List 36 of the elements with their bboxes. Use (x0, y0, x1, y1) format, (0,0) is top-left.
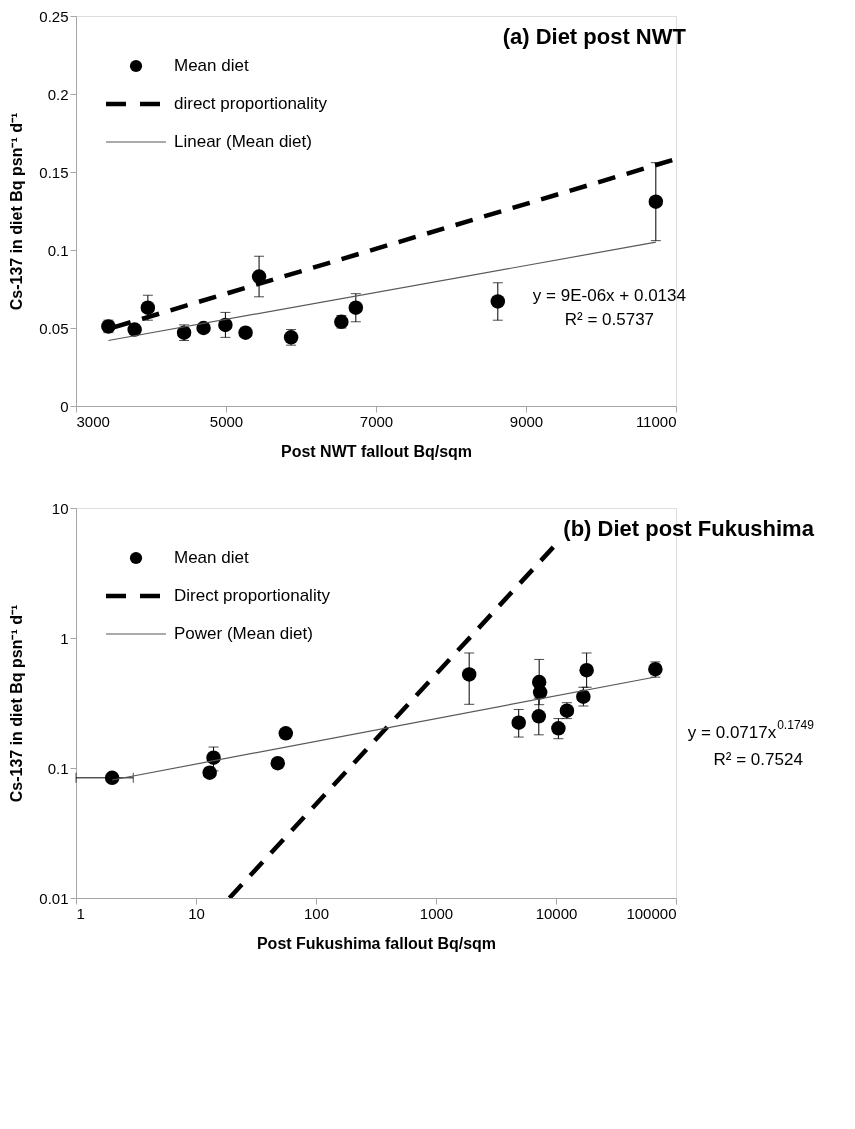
legend-label: Mean diet (174, 56, 249, 75)
x-tick-label: 1 (76, 904, 85, 922)
y-tick-label: 0.15 (39, 163, 69, 181)
annotation: R² = 0.5737 (564, 310, 655, 330)
x-axis-title: Post NWT fallout Bq/sqm (280, 442, 473, 460)
chart-title: (a) Diet post NWT (502, 24, 687, 49)
x-tick-label: 3000 (76, 412, 110, 430)
legend-label: direct proportionality (174, 94, 328, 113)
y-tick-label: 0.01 (39, 889, 69, 907)
legend-label: Mean diet (174, 548, 249, 567)
y-tick-label: 0.05 (39, 319, 69, 337)
annotation: y = 9E-06x + 0.0134 (532, 286, 686, 306)
x-tick-label: 7000 (359, 412, 394, 430)
x-tick-label: 5000 (209, 412, 244, 430)
y-tick-label: 10 (51, 499, 69, 517)
y-axis-title: Cs-137 in diet Bq psn⁻¹ d⁻¹ (8, 604, 26, 803)
legend-label: Power (Mean diet) (174, 624, 313, 643)
x-tick-label: 9000 (509, 412, 544, 430)
y-tick-label: 0.1 (47, 241, 69, 259)
y-tick-label: 0.1 (47, 759, 69, 777)
text: R² = 0.7524 (713, 749, 803, 769)
x-axis-title: Post Fukushima fallout Bq/sqm (256, 934, 497, 952)
x-tick-label: 10 (188, 904, 205, 922)
x-tick-label: 11000 (635, 412, 677, 430)
x-tick-label: 100 (303, 904, 330, 922)
y-tick-label: 0 (60, 397, 69, 415)
chart-title: (b) Diet post Fukushima (563, 516, 815, 541)
y-tick-label: 0.2 (47, 85, 69, 103)
x-tick-label: 1000 (419, 904, 454, 922)
legend-label: Direct proportionality (174, 586, 331, 605)
x-tick-label: 10000 (535, 904, 578, 922)
x-tick-label: 100000 (626, 904, 677, 922)
legend-label: Linear (Mean diet) (174, 132, 312, 151)
y-axis-title: Cs-137 in diet Bq psn⁻¹ d⁻¹ (8, 112, 26, 311)
y-tick-label: 1 (60, 629, 69, 647)
y-tick-label: 0.25 (39, 7, 69, 25)
